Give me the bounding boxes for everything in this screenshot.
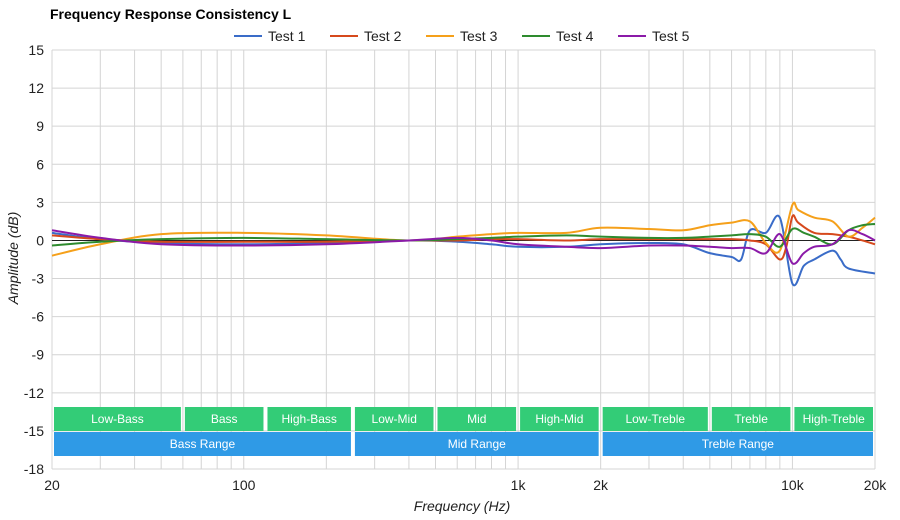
legend-label: Test 4	[556, 28, 594, 44]
band-main	[602, 432, 873, 456]
band-label: Low-Bass	[91, 412, 144, 426]
x-tick-label: 20k	[864, 477, 888, 493]
band-sub	[711, 407, 791, 431]
band-label: High-Treble	[803, 412, 866, 426]
y-axis-label: Amplitude (dB)	[5, 212, 21, 306]
x-axis-label: Frequency (Hz)	[414, 498, 510, 514]
series-line	[51, 214, 876, 287]
series-line	[51, 228, 876, 265]
band-sub	[267, 407, 351, 431]
band-label: High-Mid	[535, 412, 583, 426]
band-label: Mid Range	[448, 437, 506, 451]
band-sub	[437, 407, 517, 431]
band-label: Mid	[467, 412, 486, 426]
series-lines	[51, 201, 876, 287]
band-sub	[794, 407, 873, 431]
x-tick-label: 10k	[781, 477, 805, 493]
legend: Test 1 Test 2 Test 3 Test 4 Test 5	[234, 28, 690, 44]
x-tick-label: 2k	[593, 477, 609, 493]
y-tick-label: -12	[24, 385, 44, 401]
y-tick-label: -18	[24, 461, 44, 477]
band-sub	[602, 407, 708, 431]
chart-title: Frequency Response Consistency L	[50, 6, 292, 22]
band-label: Treble	[734, 412, 768, 426]
legend-label: Test 3	[460, 28, 498, 44]
y-tick-label: 3	[36, 194, 44, 210]
x-tick-label: 1k	[511, 477, 527, 493]
band-label: Low-Mid	[372, 412, 417, 426]
band-label: Bass Range	[170, 437, 236, 451]
series-line	[51, 201, 876, 257]
band-main	[354, 432, 599, 456]
y-tick-label: 15	[28, 42, 44, 58]
y-tick-label: -15	[24, 423, 44, 439]
series-line	[51, 222, 876, 248]
range-bands: Low-Bass Bass High-Bass Low-Mid Mid High-Mid L…	[54, 407, 873, 456]
y-tick-label: 6	[36, 156, 44, 172]
y-tick-label: -9	[32, 347, 45, 363]
y-tick-label: 9	[36, 118, 44, 134]
band-sub	[184, 407, 264, 431]
y-tick-label: -6	[32, 309, 45, 325]
legend-label: Test 1	[268, 28, 306, 44]
band-label: Bass	[211, 412, 238, 426]
y-tick-label: 0	[36, 232, 44, 248]
series-line	[51, 214, 876, 261]
band-sub	[520, 407, 599, 431]
band-label: Low-Treble	[625, 412, 685, 426]
legend-label: Test 2	[364, 28, 402, 44]
x-tick-label: 100	[232, 477, 256, 493]
legend-label: Test 5	[652, 28, 690, 44]
y-tick-label: 12	[28, 80, 44, 96]
y-tick-label: -3	[32, 271, 45, 287]
band-sub	[54, 407, 181, 431]
band-main	[54, 432, 351, 456]
band-label: Treble Range	[702, 437, 775, 451]
grid-layer	[51, 49, 876, 470]
x-tick-label: 20	[44, 477, 60, 493]
band-sub	[354, 407, 434, 431]
band-label: High-Bass	[282, 412, 337, 426]
